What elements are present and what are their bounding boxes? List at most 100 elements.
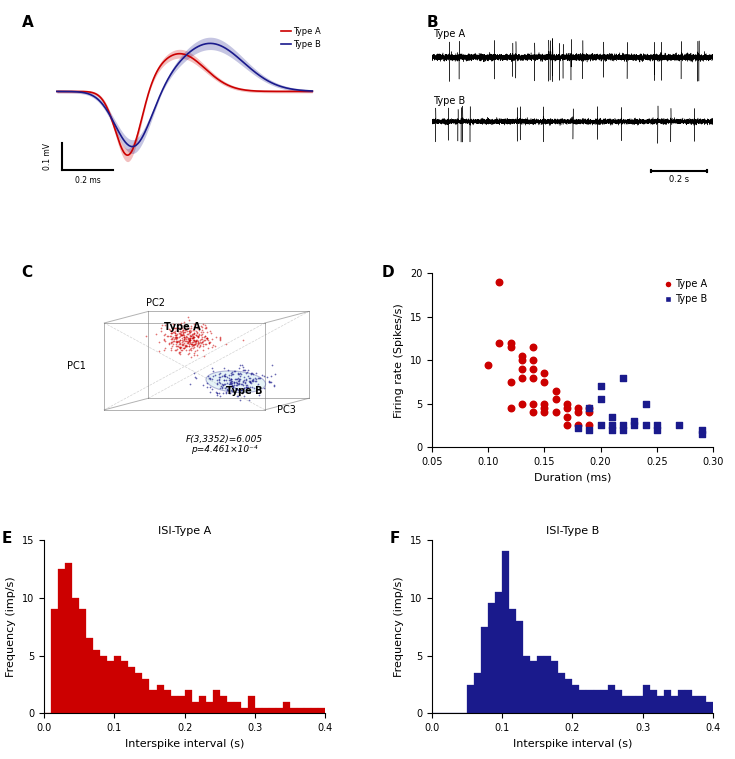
Bar [481, 627, 488, 713]
Point [186, 340, 198, 352]
Point [572, 402, 584, 414]
Point [225, 369, 237, 381]
Point [171, 340, 182, 352]
Bar [622, 696, 628, 713]
Point [204, 381, 215, 393]
Bar [565, 679, 573, 713]
Point [187, 328, 199, 340]
Point [168, 318, 179, 330]
Point [240, 381, 252, 393]
Point [181, 331, 193, 343]
Point [175, 341, 187, 353]
Point [201, 376, 212, 389]
Bar [311, 707, 318, 713]
Point [185, 339, 197, 351]
Text: PC2: PC2 [146, 298, 165, 308]
Bar [149, 690, 157, 713]
Bar [198, 696, 206, 713]
Point [158, 329, 170, 342]
Point [193, 329, 205, 341]
Bar [72, 597, 79, 713]
Point [239, 376, 251, 389]
Point [237, 375, 248, 387]
Point [174, 339, 186, 351]
Point [201, 381, 213, 393]
Point [244, 376, 256, 388]
Point [673, 419, 685, 431]
Bar [657, 696, 664, 713]
Bar [579, 690, 587, 713]
Point [248, 382, 259, 394]
Point [232, 374, 244, 386]
Point [243, 371, 255, 383]
Bar [269, 707, 276, 713]
Point [264, 375, 276, 387]
Point [176, 345, 188, 357]
Point [197, 336, 209, 348]
Point [245, 375, 257, 387]
Point [169, 327, 181, 339]
Text: PC3: PC3 [277, 405, 295, 415]
Y-axis label: Firing rate (Spikes/s): Firing rate (Spikes/s) [394, 303, 404, 417]
Point [190, 371, 201, 383]
Point [190, 335, 202, 347]
Point [179, 342, 190, 354]
Point [184, 335, 196, 348]
Point [184, 342, 196, 354]
Point [219, 378, 231, 390]
Point [516, 363, 528, 375]
Point [228, 377, 240, 389]
Point [206, 383, 218, 395]
Point [201, 332, 213, 345]
Point [215, 332, 226, 344]
Point [172, 339, 184, 351]
Point [201, 322, 212, 334]
Point [223, 386, 235, 398]
Bar [290, 707, 297, 713]
Point [242, 379, 254, 391]
Point [192, 334, 204, 346]
Point [178, 335, 190, 347]
Point [243, 395, 255, 407]
Point [204, 325, 216, 337]
Point [249, 372, 261, 384]
Bar [523, 656, 530, 713]
Point [210, 386, 222, 398]
Point [184, 329, 196, 342]
Point [240, 379, 251, 391]
Point [187, 348, 199, 360]
Point [243, 375, 254, 387]
Point [190, 329, 202, 342]
Point [233, 362, 245, 374]
Point [237, 364, 248, 376]
Point [162, 323, 174, 335]
Point [193, 335, 204, 348]
Point [159, 342, 171, 354]
Point [595, 380, 606, 392]
Point [169, 331, 181, 343]
Point [184, 334, 196, 346]
Point [207, 333, 218, 345]
Point [229, 373, 241, 385]
Point [181, 336, 193, 348]
Point [196, 336, 208, 348]
Point [204, 336, 215, 348]
Point [245, 367, 257, 380]
Point [181, 340, 193, 352]
Point [215, 380, 227, 392]
Point [196, 331, 208, 343]
Point [187, 334, 199, 346]
Point [183, 340, 195, 352]
Point [179, 329, 190, 342]
Bar [276, 707, 283, 713]
Point [199, 334, 211, 346]
Point [237, 376, 249, 388]
Bar [537, 656, 545, 713]
Point [190, 334, 201, 346]
Point [155, 325, 167, 337]
Point [195, 339, 207, 351]
Point [159, 319, 171, 331]
Point [193, 337, 204, 349]
Point [651, 424, 663, 436]
Point [224, 377, 236, 389]
